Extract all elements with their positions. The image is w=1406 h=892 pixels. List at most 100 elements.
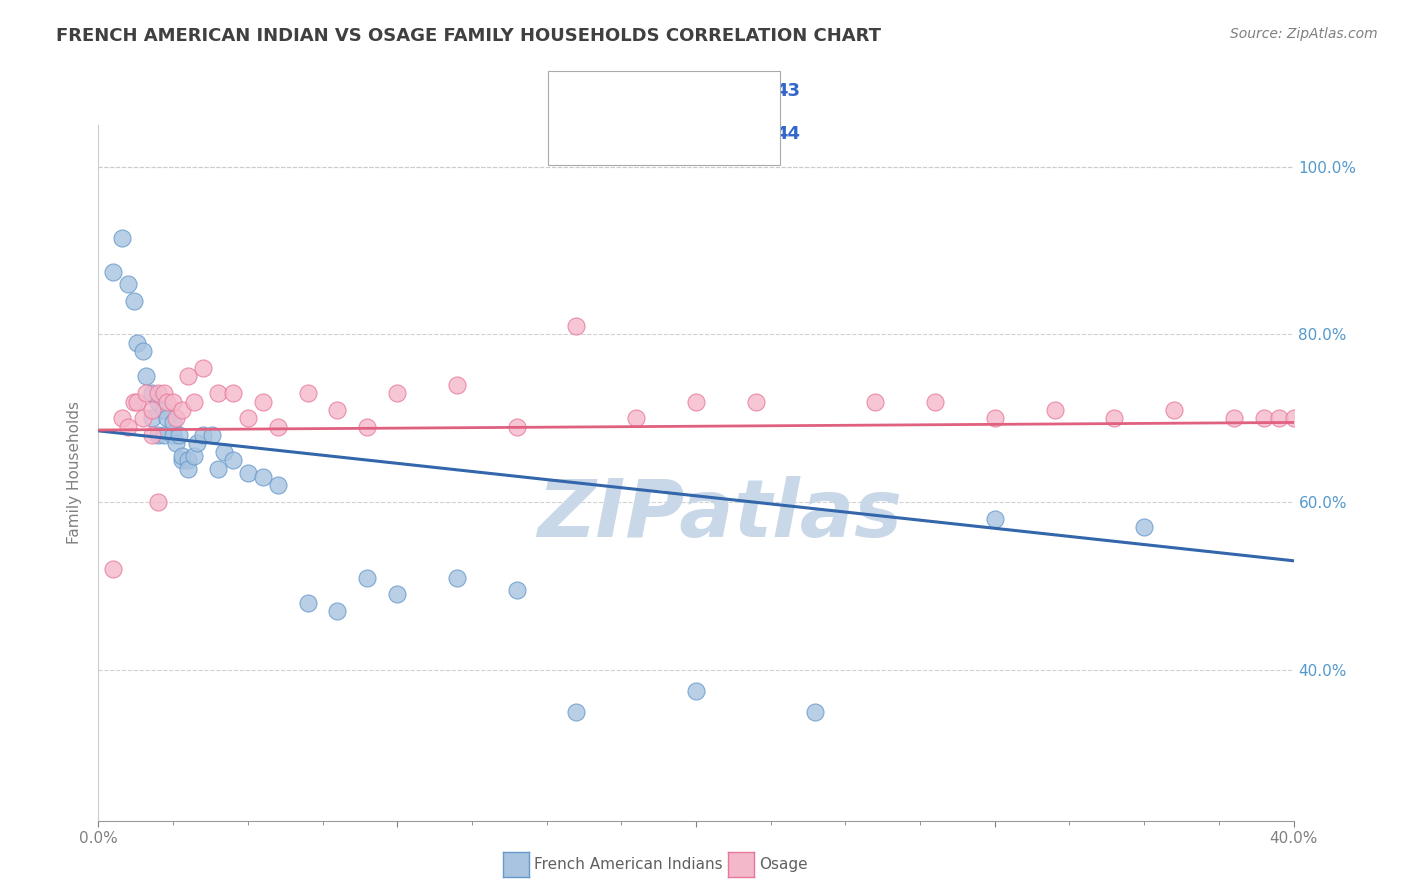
Text: French American Indians: French American Indians [534,857,723,871]
Point [1043,403,1066,417]
Text: Osage: Osage [759,857,808,871]
Text: 0.012: 0.012 [654,125,710,143]
Point [236,411,259,425]
Point [984,512,1007,526]
Point [191,428,214,442]
Point [183,394,205,409]
Point [326,403,349,417]
Text: R =: R = [609,125,648,143]
Point [117,419,139,434]
Point [172,453,194,467]
Point [153,428,176,442]
Point [252,470,274,484]
Point [103,562,125,576]
Point [865,394,887,409]
Point [132,411,155,425]
Point [1282,411,1305,425]
Point [685,683,707,698]
Point [1104,411,1126,425]
Point [103,264,125,278]
Point [141,411,163,425]
Point [385,386,409,401]
Point [267,419,290,434]
Point [297,386,319,401]
Point [924,394,946,409]
Point [207,461,229,475]
Point [111,411,134,425]
Point [1223,411,1246,425]
Point [127,394,149,409]
Point [685,394,707,409]
Point [124,293,146,308]
Point [141,386,163,401]
Point [167,428,190,442]
Y-axis label: Family Households: Family Households [67,401,83,544]
Point [162,416,184,430]
Point [111,231,134,245]
Point [156,411,179,425]
Text: N =: N = [724,125,776,143]
Text: 43: 43 [775,82,800,100]
Point [148,386,170,401]
Point [804,705,827,719]
Point [162,428,184,442]
Point [326,604,349,618]
Point [135,386,157,401]
Point [356,419,378,434]
Point [745,394,768,409]
Point [141,403,163,417]
Point [148,394,170,409]
Point [506,419,529,434]
Point [127,335,149,350]
Point [446,377,468,392]
Point [207,386,229,401]
Point [565,319,588,334]
Point [236,466,259,480]
Point [297,596,319,610]
Point [165,436,187,450]
Point [212,445,235,459]
Point [177,453,200,467]
Point [177,369,200,384]
Point [153,386,176,401]
Point [267,478,290,492]
Point [252,394,274,409]
Point [191,361,214,376]
Point [148,428,170,442]
Point [1133,520,1156,534]
Point [1253,411,1275,425]
Point [183,449,205,463]
Point [135,369,157,384]
Point [222,386,245,401]
Point [141,428,163,442]
Point [446,570,468,584]
Point [177,461,200,475]
Point [1267,411,1289,425]
Point [356,570,378,584]
Point [222,453,245,467]
Text: FRENCH AMERICAN INDIAN VS OSAGE FAMILY HOUSEHOLDS CORRELATION CHART: FRENCH AMERICAN INDIAN VS OSAGE FAMILY H… [56,27,882,45]
Point [148,495,170,509]
Point [626,411,648,425]
Point [506,583,529,598]
Point [124,394,146,409]
Point [172,403,194,417]
Point [385,587,409,601]
Point [201,428,224,442]
Point [132,344,155,359]
Point [153,403,176,417]
Point [165,411,187,425]
Point [186,436,208,450]
Text: Source: ZipAtlas.com: Source: ZipAtlas.com [1230,27,1378,41]
Point [1163,403,1185,417]
Point [156,394,179,409]
Text: 44: 44 [775,125,800,143]
Point [565,705,588,719]
Point [117,277,139,292]
Text: R =: R = [609,82,648,100]
Point [172,449,194,463]
Point [984,411,1007,425]
Text: -0.204: -0.204 [654,82,718,100]
Text: ZIPatlas: ZIPatlas [537,475,903,554]
Point [162,394,184,409]
